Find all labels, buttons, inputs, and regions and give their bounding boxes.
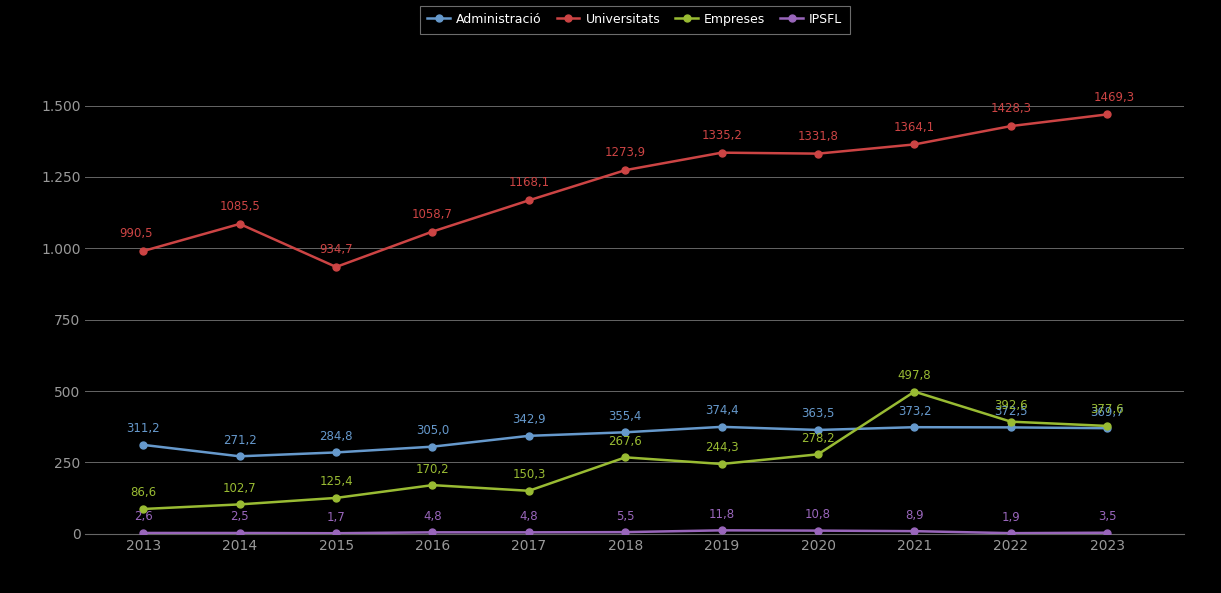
Text: 8,9: 8,9 [905, 509, 924, 522]
Universitats [1100, 111, 1115, 118]
Empreses [328, 495, 343, 502]
Text: 284,8: 284,8 [320, 430, 353, 443]
Administració [136, 441, 150, 448]
Universitats [136, 247, 150, 254]
Text: 1,9: 1,9 [1001, 511, 1021, 524]
Text: 497,8: 497,8 [897, 369, 932, 382]
Empreses [618, 454, 632, 461]
Universitats [1004, 123, 1018, 130]
Text: 311,2: 311,2 [127, 422, 160, 435]
Text: 3,5: 3,5 [1098, 510, 1116, 523]
Empreses [1004, 418, 1018, 425]
Empreses [811, 451, 825, 458]
IPSFL [1004, 530, 1018, 537]
Text: 934,7: 934,7 [319, 243, 353, 256]
Universitats [328, 263, 343, 270]
Text: 374,4: 374,4 [705, 404, 739, 417]
IPSFL [714, 527, 729, 534]
Text: 1428,3: 1428,3 [990, 102, 1032, 115]
Administració [232, 452, 247, 460]
Text: 342,9: 342,9 [512, 413, 546, 426]
Text: 244,3: 244,3 [705, 441, 739, 454]
Administració [521, 432, 536, 439]
Text: 377,6: 377,6 [1090, 403, 1125, 416]
Text: 372,5: 372,5 [994, 405, 1028, 418]
Text: 1335,2: 1335,2 [701, 129, 742, 142]
IPSFL [425, 529, 440, 536]
Text: 86,6: 86,6 [131, 486, 156, 499]
Text: 1273,9: 1273,9 [604, 146, 646, 160]
IPSFL [136, 530, 150, 537]
Text: 170,2: 170,2 [415, 463, 449, 476]
Text: 271,2: 271,2 [222, 434, 256, 447]
Text: 990,5: 990,5 [120, 227, 153, 240]
IPSFL [232, 530, 247, 537]
Text: 4,8: 4,8 [424, 510, 442, 523]
Universitats [232, 221, 247, 228]
Text: 1058,7: 1058,7 [411, 208, 453, 221]
Administració [714, 423, 729, 431]
Legend: Administració, Universitats, Empreses, IPSFL: Administració, Universitats, Empreses, I… [420, 6, 850, 34]
Administració [618, 429, 632, 436]
Text: 305,0: 305,0 [416, 424, 449, 437]
Text: 102,7: 102,7 [223, 482, 256, 495]
Text: 1364,1: 1364,1 [894, 120, 935, 133]
Administració [811, 426, 825, 433]
Text: 373,2: 373,2 [897, 404, 932, 417]
Line: Administració: Administració [140, 423, 1111, 460]
Empreses [425, 482, 440, 489]
Text: 4,8: 4,8 [520, 510, 538, 523]
Text: 1085,5: 1085,5 [220, 200, 260, 213]
Empreses [136, 505, 150, 512]
Text: 355,4: 355,4 [608, 410, 642, 423]
Text: 369,7: 369,7 [1090, 406, 1125, 419]
Universitats [521, 197, 536, 204]
Text: 150,3: 150,3 [512, 468, 546, 482]
Administració [907, 423, 922, 431]
Empreses [714, 460, 729, 467]
Empreses [907, 388, 922, 395]
Text: 267,6: 267,6 [608, 435, 642, 448]
Line: Universitats: Universitats [140, 111, 1111, 270]
Text: 5,5: 5,5 [617, 509, 635, 522]
Universitats [714, 149, 729, 156]
Text: 11,8: 11,8 [708, 508, 735, 521]
Text: 1331,8: 1331,8 [797, 130, 839, 143]
Line: Empreses: Empreses [140, 388, 1111, 512]
IPSFL [618, 528, 632, 535]
Line: IPSFL: IPSFL [140, 527, 1111, 537]
IPSFL [328, 530, 343, 537]
Text: 278,2: 278,2 [801, 432, 835, 445]
IPSFL [1100, 529, 1115, 536]
Text: 2,5: 2,5 [231, 511, 249, 524]
Text: 2,6: 2,6 [134, 511, 153, 524]
Text: 1,7: 1,7 [327, 511, 346, 524]
Universitats [618, 167, 632, 174]
Universitats [811, 150, 825, 157]
Text: 1168,1: 1168,1 [508, 177, 549, 189]
Empreses [1100, 422, 1115, 429]
Administració [328, 449, 343, 456]
Administració [1100, 425, 1115, 432]
Text: 10,8: 10,8 [805, 508, 832, 521]
Universitats [425, 228, 440, 235]
IPSFL [811, 527, 825, 534]
Administració [1004, 424, 1018, 431]
Text: 125,4: 125,4 [319, 476, 353, 489]
IPSFL [521, 529, 536, 536]
Text: 363,5: 363,5 [801, 407, 835, 420]
Text: 1469,3: 1469,3 [1094, 91, 1134, 104]
IPSFL [907, 528, 922, 535]
Administració [425, 443, 440, 450]
Empreses [521, 487, 536, 495]
Empreses [232, 501, 247, 508]
Universitats [907, 141, 922, 148]
Text: 392,6: 392,6 [994, 399, 1028, 412]
